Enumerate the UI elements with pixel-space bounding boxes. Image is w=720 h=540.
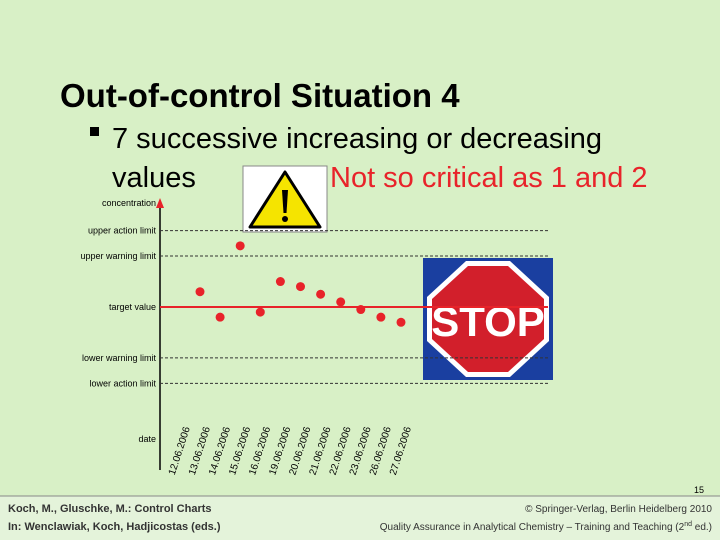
data-point — [215, 312, 225, 322]
data-point — [356, 305, 366, 315]
y-axis-label: concentration — [102, 198, 156, 208]
footer-text: Koch, M., Gluschke, M.: Control Charts — [8, 503, 212, 515]
bullet-text: 7 successive increasing or decreasing — [112, 123, 602, 155]
axis-arrow — [156, 198, 164, 208]
remark: Not so critical as 1 and 2 — [330, 162, 648, 194]
data-point — [336, 297, 346, 307]
data-point — [275, 277, 285, 287]
footer — [0, 496, 720, 540]
data-point — [396, 317, 406, 327]
footer-text: In: Wenclawiak, Koch, Hadjicostas (eds.) — [8, 521, 221, 533]
data-point — [376, 312, 386, 322]
page-number: 15 — [694, 485, 704, 495]
limit-label: upper action limit — [88, 226, 157, 236]
stop-sign: STOP — [423, 258, 553, 380]
data-point — [296, 282, 305, 292]
footer-text: Quality Assurance in Analytical Chemistr… — [380, 521, 712, 533]
limit-label: target value — [109, 302, 156, 312]
limit-label: lower action limit — [89, 378, 156, 388]
warning-icon — [242, 165, 328, 233]
limit-label: lower warning limit — [82, 353, 157, 363]
slide-title: Out-of-control Situation 4 — [60, 77, 460, 114]
data-point — [255, 307, 265, 317]
limit-label: upper warning limit — [80, 251, 156, 261]
data-point — [316, 289, 326, 299]
stop-text: STOP — [431, 298, 545, 345]
data-point — [235, 241, 245, 251]
footer-text: © Springer-Verlag, Berlin Heidelberg 201… — [525, 504, 712, 515]
data-point — [195, 287, 205, 297]
x-axis-label: date — [138, 434, 156, 444]
bullet-text: values — [112, 162, 196, 194]
bullet — [90, 127, 99, 136]
